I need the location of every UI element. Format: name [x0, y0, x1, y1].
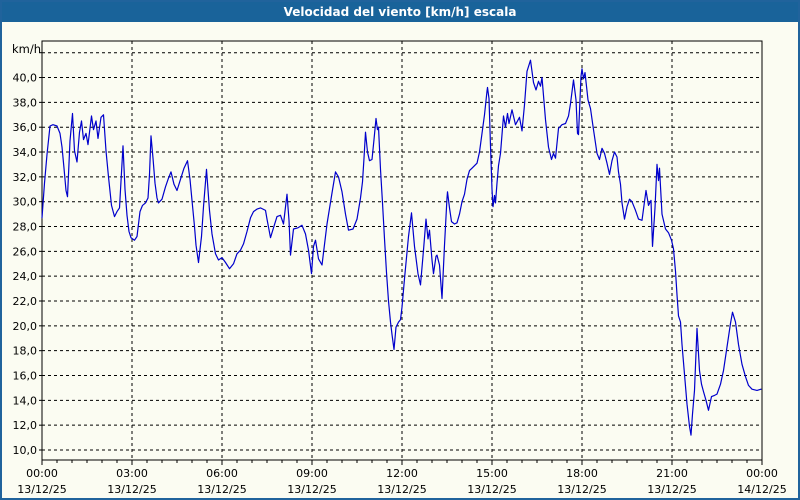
- y-tick-label: 22,0: [13, 295, 38, 308]
- y-tick-label: 26,0: [13, 245, 38, 258]
- y-tick-label: 32,0: [13, 171, 38, 184]
- x-tick-time: 06:00: [206, 467, 238, 480]
- x-tick-date: 13/12/25: [377, 483, 426, 496]
- y-axis-unit-label: km/h: [12, 42, 41, 56]
- chart-canvas: 10,0 12,0 14,0 16,0 18,0 20,0 22,0 24,0 26,0 28,0…: [12, 40, 787, 496]
- x-tick-date: 13/12/25: [467, 483, 516, 496]
- x-tick-time: 00:00: [746, 467, 778, 480]
- y-tick-label: 18,0: [13, 345, 38, 358]
- x-tick-time: 03:00: [116, 467, 148, 480]
- y-tick-label: 12,0: [13, 419, 38, 432]
- x-tick-date: 13/12/25: [107, 483, 156, 496]
- y-tick-label: 38,0: [13, 96, 38, 109]
- x-tick-time: 12:00: [386, 467, 418, 480]
- x-tick-time: 21:00: [656, 467, 688, 480]
- y-tick-label: 20,0: [13, 320, 38, 333]
- y-tick-label: 28,0: [13, 221, 38, 234]
- grid-lines: [42, 41, 762, 460]
- x-tick-date: 14/12/25: [737, 483, 786, 496]
- x-tick-date: 13/12/25: [17, 483, 66, 496]
- y-tick-label: 34,0: [13, 146, 38, 159]
- title-bar: Velocidad del viento [km/h] escala: [2, 2, 798, 22]
- x-tick-time: 18:00: [566, 467, 598, 480]
- y-tick-label: 24,0: [13, 270, 38, 283]
- x-tick-date: 13/12/25: [197, 483, 246, 496]
- x-tick-time: 09:00: [296, 467, 328, 480]
- plot-frame: [41, 40, 763, 461]
- y-tick-label: 36,0: [13, 121, 38, 134]
- y-tick-label: 10,0: [13, 444, 38, 457]
- chart-title: Velocidad del viento [km/h] escala: [283, 5, 517, 19]
- y-tick-label: 30,0: [13, 196, 38, 209]
- x-tick-time: 00:00: [26, 467, 58, 480]
- axis-labels: 10,0 12,0 14,0 16,0 18,0 20,0 22,0 24,0 26,0 28,0…: [12, 42, 787, 496]
- x-tick-date: 13/12/25: [287, 483, 336, 496]
- x-tick-time: 15:00: [476, 467, 508, 480]
- y-tick-label: 14,0: [13, 394, 38, 407]
- y-tick-label: 16,0: [13, 370, 38, 383]
- axis-ticks: [39, 52, 763, 465]
- wind-speed-chart: 10,0 12,0 14,0 16,0 18,0 20,0 22,0 24,0 26,0 28,0…: [2, 22, 798, 498]
- wind-speed-series-line: [41, 59, 762, 436]
- y-tick-label: 40,0: [13, 72, 38, 85]
- x-tick-date: 13/12/25: [647, 483, 696, 496]
- x-tick-date: 13/12/25: [557, 483, 606, 496]
